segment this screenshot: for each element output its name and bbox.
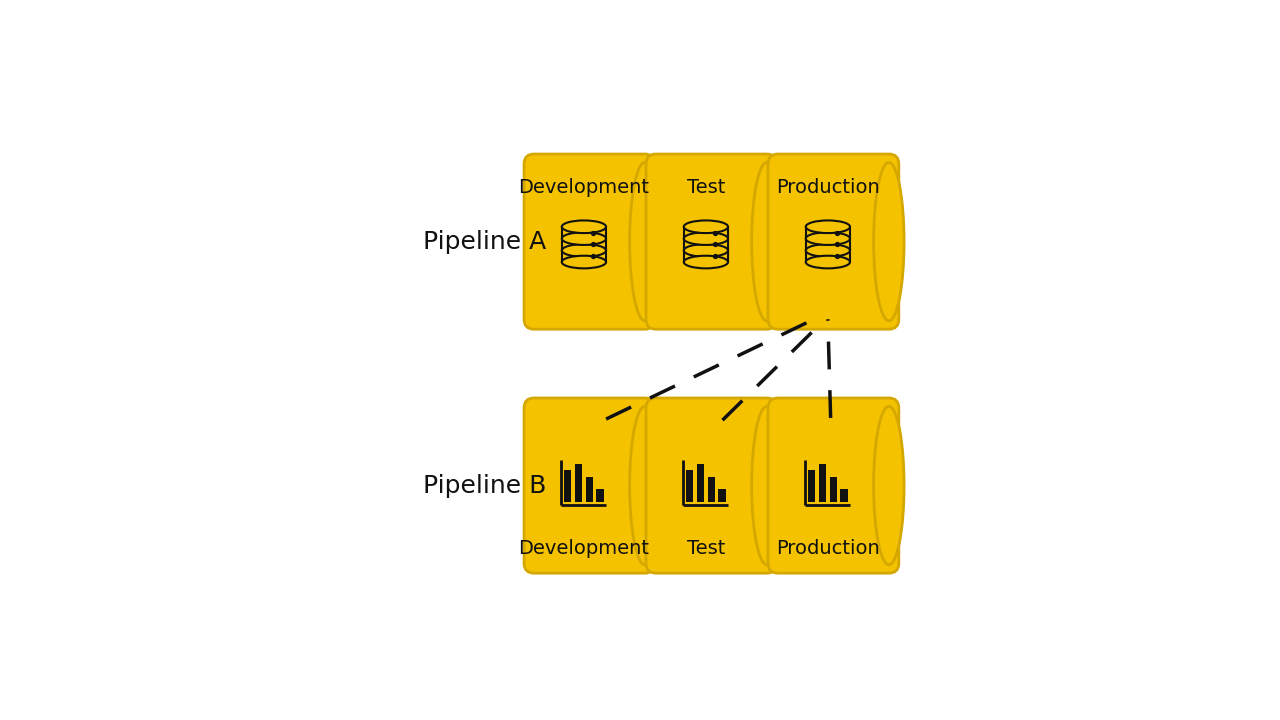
Ellipse shape — [684, 256, 728, 269]
Ellipse shape — [874, 406, 904, 564]
Text: Development: Development — [518, 178, 649, 197]
Bar — [829, 477, 837, 502]
Bar — [575, 464, 582, 502]
Ellipse shape — [630, 163, 660, 321]
Bar — [562, 251, 605, 262]
Bar — [686, 470, 694, 502]
FancyBboxPatch shape — [646, 154, 777, 329]
Text: Development: Development — [518, 539, 649, 557]
FancyBboxPatch shape — [524, 154, 655, 329]
Ellipse shape — [562, 220, 605, 233]
Bar — [805, 251, 850, 262]
Ellipse shape — [562, 256, 605, 269]
Bar — [841, 489, 847, 502]
Bar — [708, 477, 716, 502]
Bar — [696, 464, 704, 502]
Bar — [819, 464, 826, 502]
Ellipse shape — [562, 233, 605, 245]
Text: Production: Production — [776, 539, 879, 557]
Text: Test: Test — [686, 178, 724, 197]
Bar — [805, 227, 850, 238]
Bar — [808, 470, 815, 502]
Bar — [586, 477, 593, 502]
Ellipse shape — [630, 406, 660, 564]
Ellipse shape — [805, 220, 850, 233]
Bar — [596, 489, 604, 502]
Bar — [564, 470, 571, 502]
Ellipse shape — [562, 244, 605, 257]
Ellipse shape — [805, 244, 850, 257]
FancyBboxPatch shape — [524, 398, 655, 573]
Bar — [718, 489, 726, 502]
Text: Production: Production — [776, 178, 879, 197]
Bar — [684, 238, 728, 250]
Text: Test: Test — [686, 539, 724, 557]
FancyBboxPatch shape — [768, 154, 899, 329]
Bar — [562, 227, 605, 238]
Ellipse shape — [684, 244, 728, 257]
Ellipse shape — [805, 233, 850, 245]
Ellipse shape — [751, 406, 782, 564]
Ellipse shape — [684, 233, 728, 245]
Bar — [684, 251, 728, 262]
Ellipse shape — [684, 220, 728, 233]
Bar — [805, 238, 850, 250]
Ellipse shape — [874, 163, 904, 321]
Bar — [562, 238, 605, 250]
Ellipse shape — [751, 163, 782, 321]
FancyBboxPatch shape — [646, 398, 777, 573]
Ellipse shape — [805, 256, 850, 269]
FancyBboxPatch shape — [768, 398, 899, 573]
Bar — [684, 227, 728, 238]
Text: Pipeline A: Pipeline A — [424, 230, 547, 253]
Text: Pipeline B: Pipeline B — [424, 474, 547, 498]
